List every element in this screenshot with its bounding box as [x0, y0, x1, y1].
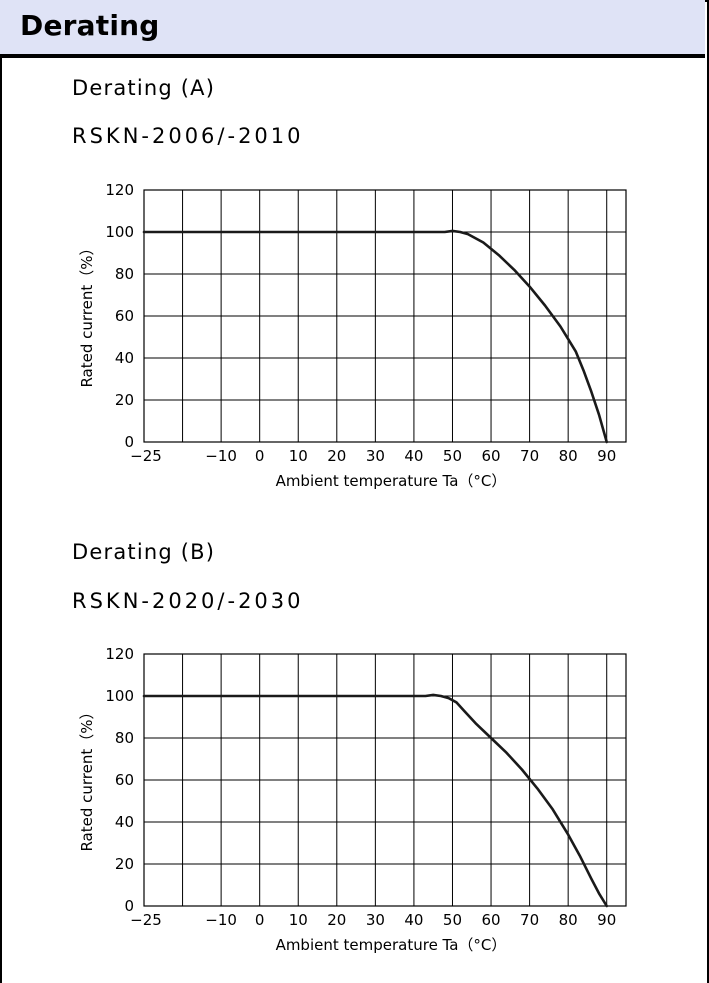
x-tick-label-2: 0: [255, 911, 265, 929]
x-tick-label-11: 90: [597, 447, 616, 465]
x-tick-label-2: 0: [255, 447, 265, 465]
x-tick-label-0: −25: [130, 447, 162, 465]
x-tick-label-6: 40: [404, 911, 423, 929]
section-title-b: Derating (B): [72, 540, 216, 564]
x-tick-label-9: 70: [520, 447, 539, 465]
y-tick-label-6: 120: [105, 645, 134, 663]
page-header: Derating: [0, 0, 705, 58]
x-tick-label-8: 60: [481, 447, 500, 465]
y-tick-label-3: 60: [115, 771, 134, 789]
x-tick-label-1: −10: [205, 911, 237, 929]
x-tick-label-6: 40: [404, 447, 423, 465]
x-tick-label-4: 20: [327, 911, 346, 929]
y-tick-label-6: 120: [105, 181, 134, 199]
derating-curve-0: [142, 229, 609, 444]
x-tick-label-7: 50: [443, 447, 462, 465]
y-tick-label-5: 100: [105, 687, 134, 705]
y-tick-label-3: 60: [115, 307, 134, 325]
x-tick-label-0: −25: [130, 911, 162, 929]
x-tick-label-3: 10: [289, 447, 308, 465]
y-tick-label-4: 80: [115, 265, 134, 283]
y-tick-label-1: 20: [115, 391, 134, 409]
x-axis-label: Ambient temperature Ta（°C）: [276, 472, 507, 490]
derating-curve-0: [142, 693, 609, 908]
chart-b: 0 20 40 60 80 100 120 −25 −10 0 10 20 30 40 50 60 70 80 90…: [78, 645, 627, 954]
chart-a: 0 20 40 60 80 100 120 −25 −10 0 10 20 30 40 50 60 70 80 90…: [78, 181, 627, 490]
x-tick-label-9: 70: [520, 911, 539, 929]
x-tick-label-7: 50: [443, 911, 462, 929]
x-tick-label-11: 90: [597, 911, 616, 929]
plot-frame: [143, 653, 627, 907]
y-axis-label: Rated current（%）: [78, 240, 96, 387]
x-tick-label-4: 20: [327, 447, 346, 465]
x-tick-label-5: 30: [366, 447, 385, 465]
y-tick-label-1: 20: [115, 855, 134, 873]
y-tick-label-5: 100: [105, 223, 134, 241]
model-label-a: RSKN-2006/-2010: [72, 124, 304, 148]
y-tick-label-2: 40: [115, 349, 134, 367]
x-axis-label: Ambient temperature Ta（°C）: [276, 936, 507, 954]
y-tick-label-0: 0: [124, 433, 134, 451]
x-tick-label-10: 80: [559, 911, 578, 929]
x-tick-label-8: 60: [481, 911, 500, 929]
plot-frame: [143, 189, 627, 443]
y-tick-label-2: 40: [115, 813, 134, 831]
x-tick-label-1: −10: [205, 447, 237, 465]
model-label-b: RSKN-2020/-2030: [72, 589, 304, 613]
y-tick-label-4: 80: [115, 729, 134, 747]
x-tick-label-5: 30: [366, 911, 385, 929]
page-title: Derating: [20, 9, 160, 42]
x-tick-label-3: 10: [289, 911, 308, 929]
x-tick-label-10: 80: [559, 447, 578, 465]
section-title-a: Derating (A): [72, 76, 216, 100]
y-axis-label: Rated current（%）: [78, 704, 96, 851]
y-tick-label-0: 0: [124, 897, 134, 915]
